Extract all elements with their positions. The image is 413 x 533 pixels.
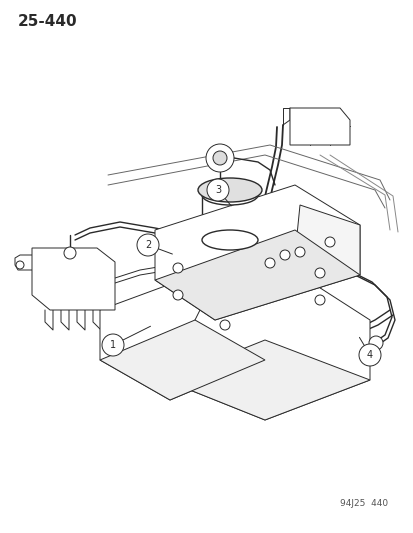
Polygon shape	[165, 275, 369, 420]
Circle shape	[314, 295, 324, 305]
Polygon shape	[289, 108, 349, 145]
Circle shape	[358, 344, 380, 366]
Circle shape	[173, 263, 183, 273]
Polygon shape	[154, 230, 359, 320]
Circle shape	[102, 334, 124, 356]
Circle shape	[16, 261, 24, 269]
Text: 25-440: 25-440	[18, 14, 78, 29]
Circle shape	[264, 258, 274, 268]
Text: 3: 3	[214, 185, 221, 195]
Circle shape	[324, 237, 334, 247]
Circle shape	[219, 320, 230, 330]
Text: 94J25  440: 94J25 440	[339, 499, 387, 508]
Polygon shape	[100, 320, 264, 400]
Ellipse shape	[197, 178, 261, 202]
Text: 4: 4	[366, 350, 372, 360]
Circle shape	[137, 234, 159, 256]
Circle shape	[294, 247, 304, 257]
Polygon shape	[165, 340, 369, 420]
Ellipse shape	[202, 230, 257, 250]
Polygon shape	[294, 205, 359, 275]
Text: 1: 1	[110, 340, 116, 350]
Polygon shape	[32, 248, 115, 310]
Circle shape	[206, 144, 233, 172]
Polygon shape	[100, 275, 264, 400]
Circle shape	[368, 336, 382, 350]
Ellipse shape	[202, 185, 257, 205]
Circle shape	[206, 179, 228, 201]
Polygon shape	[154, 185, 359, 320]
Text: 2: 2	[145, 240, 151, 250]
Circle shape	[279, 250, 289, 260]
Circle shape	[64, 247, 76, 259]
Circle shape	[212, 151, 226, 165]
Circle shape	[173, 290, 183, 300]
Circle shape	[314, 268, 324, 278]
